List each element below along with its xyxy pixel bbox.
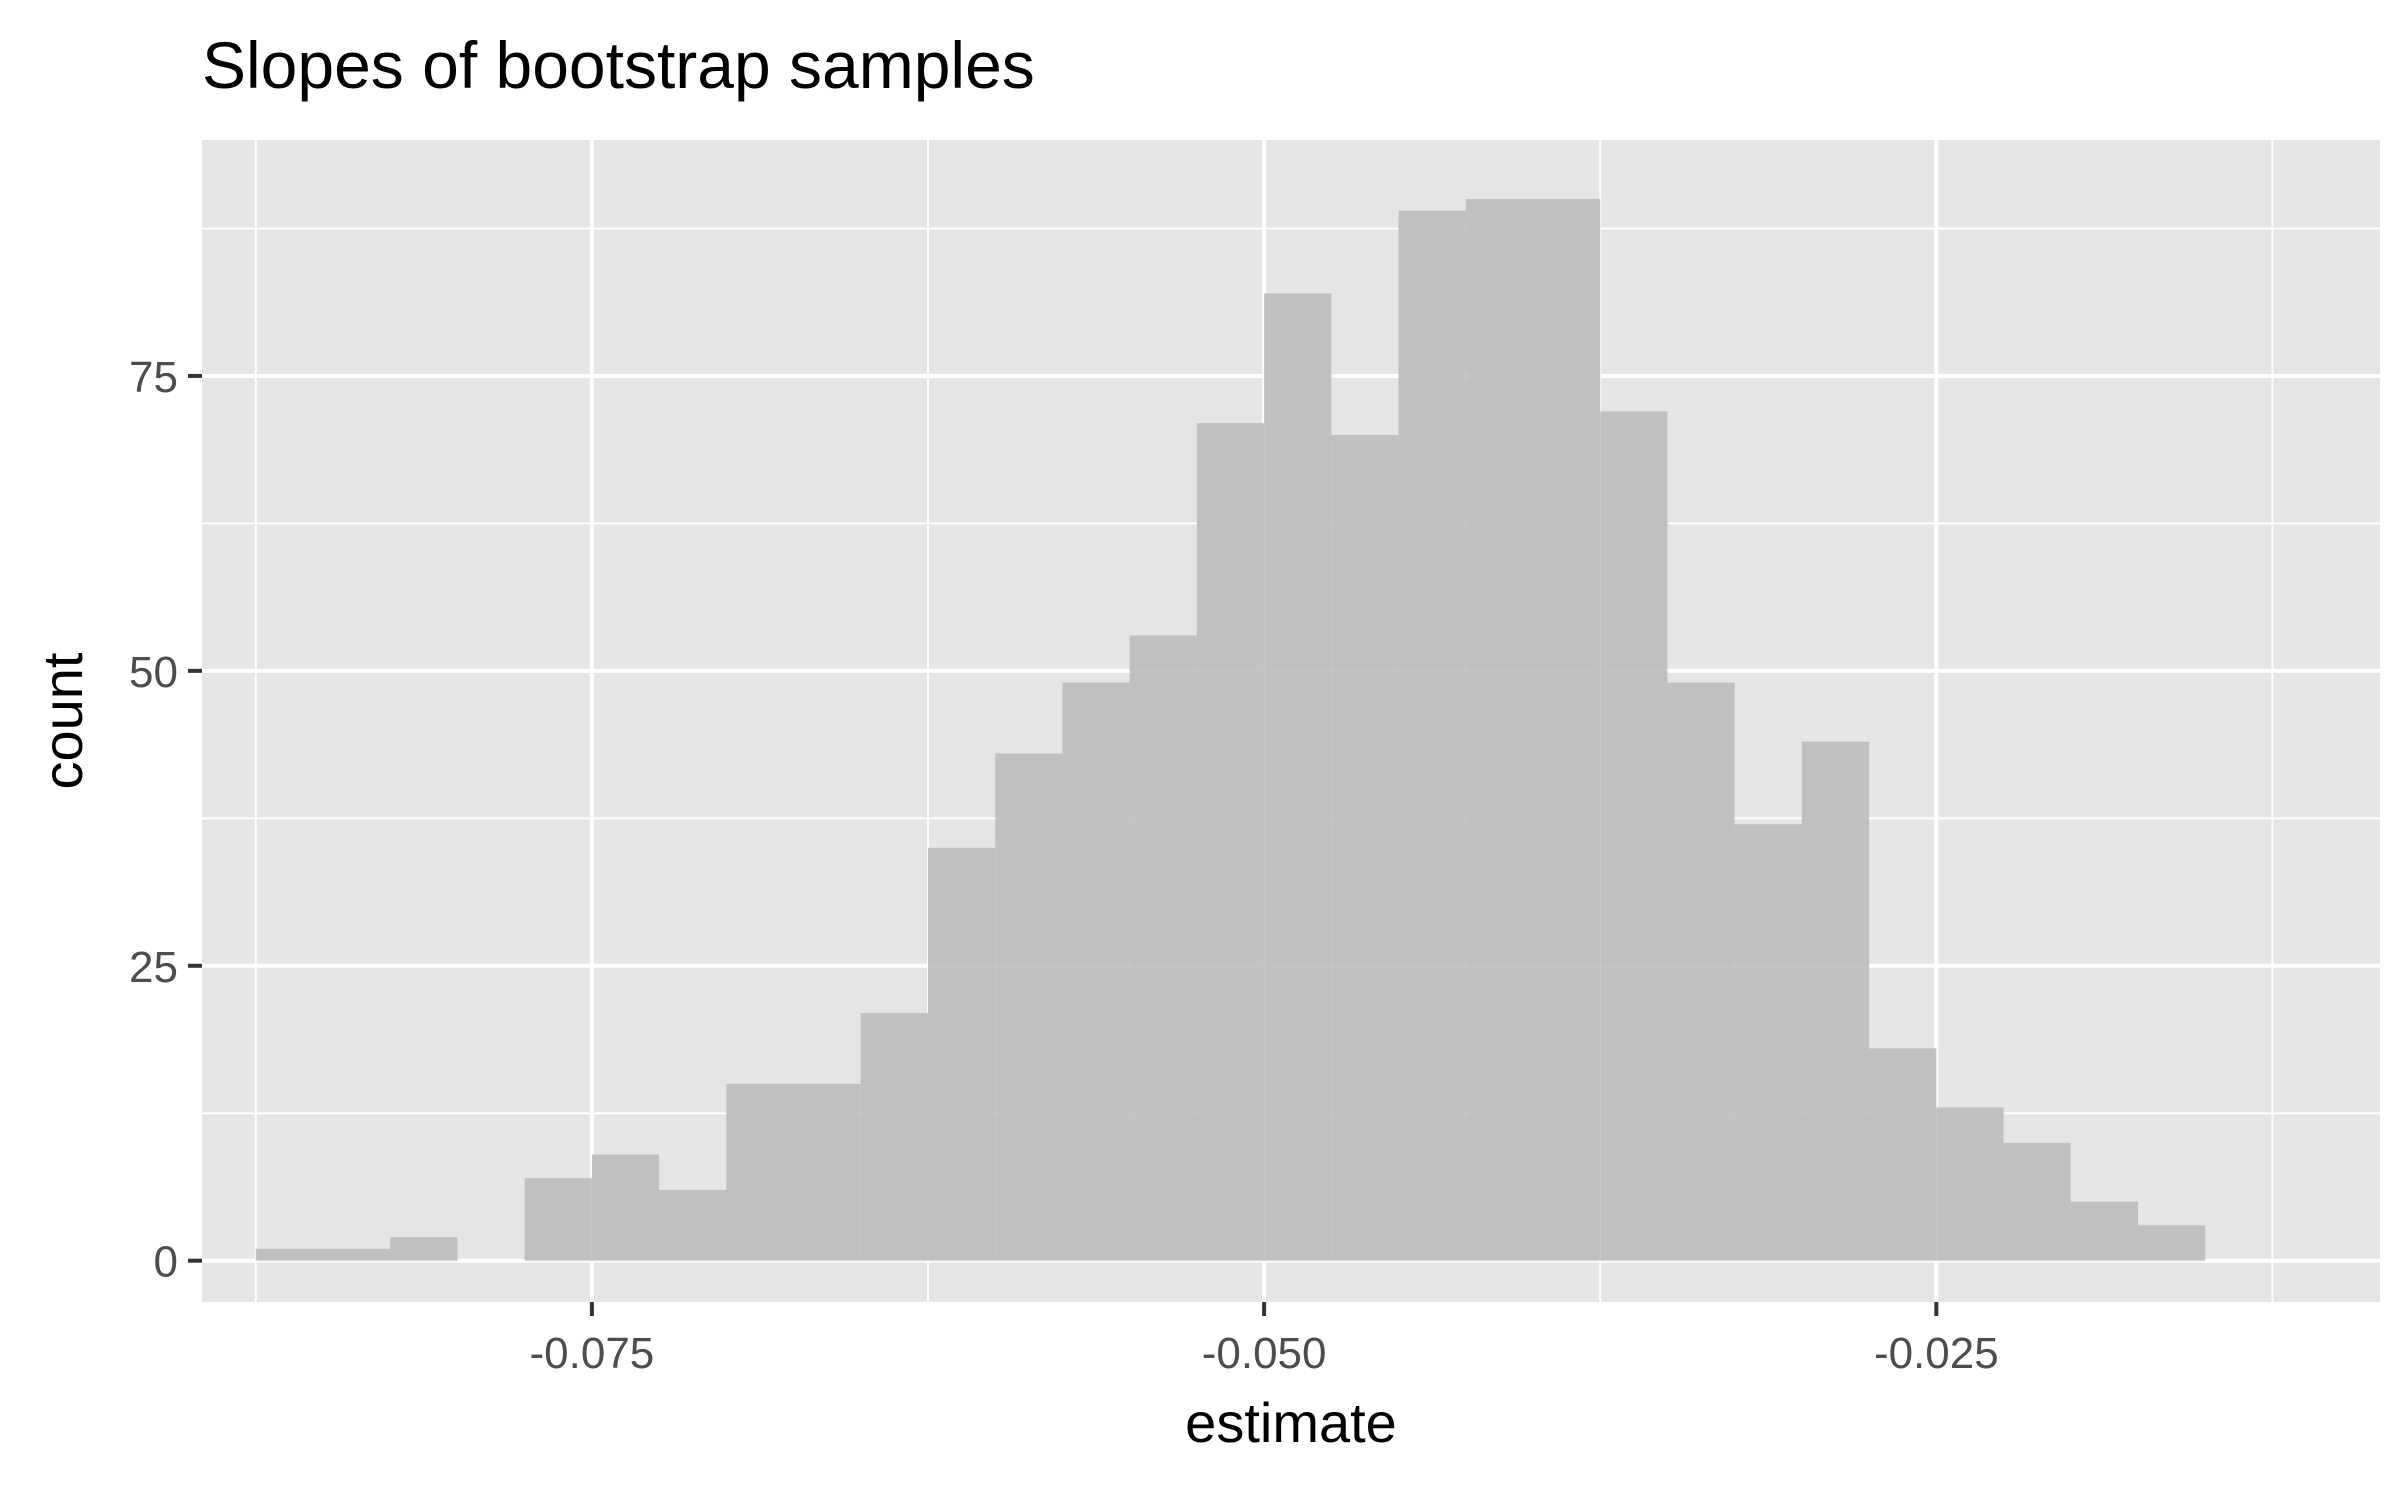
histogram-bar [1129,635,1197,1261]
y-tick-label: 75 [129,353,178,402]
histogram-bar [1600,411,1668,1261]
x-tick-label: -0.025 [1874,1329,1999,1378]
histogram-bar [1936,1107,2004,1261]
x-axis-ticks: -0.075 -0.050 -0.025 [530,1302,1999,1378]
y-tick-label: 25 [129,943,178,992]
y-tick-label: 50 [129,648,178,697]
y-tick-label: 0 [154,1238,178,1287]
histogram-bar [255,1248,323,1261]
histogram-bar [524,1178,592,1261]
histogram-bar [860,1012,928,1261]
histogram-bar [793,1083,861,1261]
histogram-bar [1533,198,1601,1261]
histogram-bar [1062,682,1130,1261]
histogram-bar [1331,434,1399,1261]
histogram-bar [1801,741,1870,1261]
y-axis-ticks: 0 25 50 75 [129,353,202,1287]
histogram-bar [1264,293,1332,1261]
x-axis-label: estimate [1185,1391,1397,1454]
histogram-bar [1869,1048,1937,1261]
histogram-bar [1465,198,1533,1261]
x-tick-label: -0.075 [530,1329,655,1378]
histogram-bar [2003,1142,2071,1261]
y-axis-label: count [31,652,94,789]
histogram-bar [2070,1201,2138,1261]
histogram-bars [255,198,2206,1261]
histogram-bar [1734,824,1802,1261]
histogram-bar [726,1083,794,1261]
histogram-bar [591,1154,660,1261]
histogram-bar [2138,1225,2206,1261]
histogram-bar [1196,423,1265,1261]
histogram-bar [1667,682,1735,1261]
histogram-bar [659,1189,727,1261]
x-tick-label: -0.050 [1202,1329,1327,1378]
histogram-bar [390,1237,458,1261]
histogram-bar [1398,210,1466,1261]
chart-title: Slopes of bootstrap samples [202,28,1035,102]
histogram-bar [928,847,996,1261]
histogram-bar [995,753,1063,1261]
histogram-bar [323,1248,391,1261]
